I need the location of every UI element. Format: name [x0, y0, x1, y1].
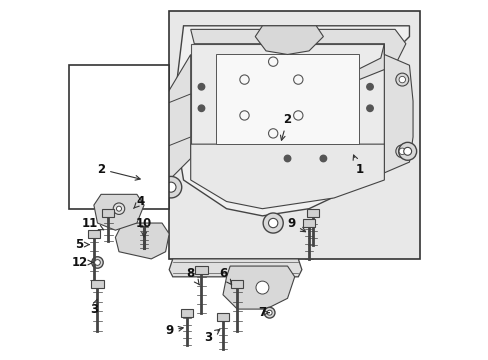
Polygon shape: [190, 30, 405, 80]
Circle shape: [320, 155, 326, 162]
FancyBboxPatch shape: [169, 12, 419, 259]
Circle shape: [94, 260, 100, 265]
Circle shape: [366, 84, 372, 90]
FancyBboxPatch shape: [195, 266, 207, 274]
Circle shape: [116, 206, 121, 211]
Circle shape: [395, 145, 408, 158]
FancyBboxPatch shape: [231, 280, 243, 288]
Circle shape: [113, 203, 124, 215]
Text: 10: 10: [136, 216, 152, 237]
FancyBboxPatch shape: [91, 280, 103, 288]
Text: 12: 12: [71, 256, 93, 269]
FancyBboxPatch shape: [102, 209, 114, 217]
Text: 2: 2: [97, 163, 140, 180]
Text: 9: 9: [165, 324, 183, 337]
Circle shape: [284, 155, 290, 162]
Circle shape: [160, 176, 182, 198]
Circle shape: [266, 310, 271, 315]
Text: 4: 4: [133, 195, 144, 208]
Text: 6: 6: [219, 267, 231, 285]
Text: 1: 1: [352, 155, 363, 176]
Text: 5: 5: [75, 238, 89, 251]
FancyBboxPatch shape: [181, 309, 193, 317]
Circle shape: [398, 142, 416, 160]
Polygon shape: [190, 44, 384, 158]
Polygon shape: [115, 223, 169, 259]
Text: 3: 3: [90, 300, 98, 316]
FancyBboxPatch shape: [306, 209, 318, 217]
Text: 11: 11: [82, 216, 103, 230]
Polygon shape: [190, 144, 384, 209]
Polygon shape: [223, 266, 294, 309]
Circle shape: [264, 307, 274, 318]
Polygon shape: [169, 259, 301, 277]
Circle shape: [398, 76, 405, 83]
Circle shape: [255, 281, 268, 294]
FancyBboxPatch shape: [217, 313, 228, 320]
Circle shape: [165, 182, 176, 192]
Polygon shape: [155, 54, 190, 180]
FancyBboxPatch shape: [303, 220, 314, 227]
Circle shape: [263, 213, 283, 233]
Text: 7: 7: [258, 306, 269, 319]
Polygon shape: [172, 26, 408, 216]
Circle shape: [366, 105, 372, 112]
Text: 9: 9: [286, 216, 305, 232]
Text: 2: 2: [280, 113, 291, 140]
Polygon shape: [255, 26, 323, 54]
Circle shape: [398, 148, 405, 154]
Circle shape: [92, 257, 103, 268]
Circle shape: [403, 147, 411, 155]
Circle shape: [198, 105, 204, 112]
Polygon shape: [215, 54, 359, 144]
Polygon shape: [144, 94, 190, 151]
Polygon shape: [384, 44, 412, 173]
FancyBboxPatch shape: [69, 65, 169, 209]
Circle shape: [268, 219, 277, 228]
Text: 8: 8: [186, 267, 199, 285]
Circle shape: [395, 73, 408, 86]
Polygon shape: [94, 194, 144, 230]
FancyBboxPatch shape: [88, 230, 100, 238]
Text: 3: 3: [204, 329, 219, 344]
Circle shape: [198, 84, 204, 90]
